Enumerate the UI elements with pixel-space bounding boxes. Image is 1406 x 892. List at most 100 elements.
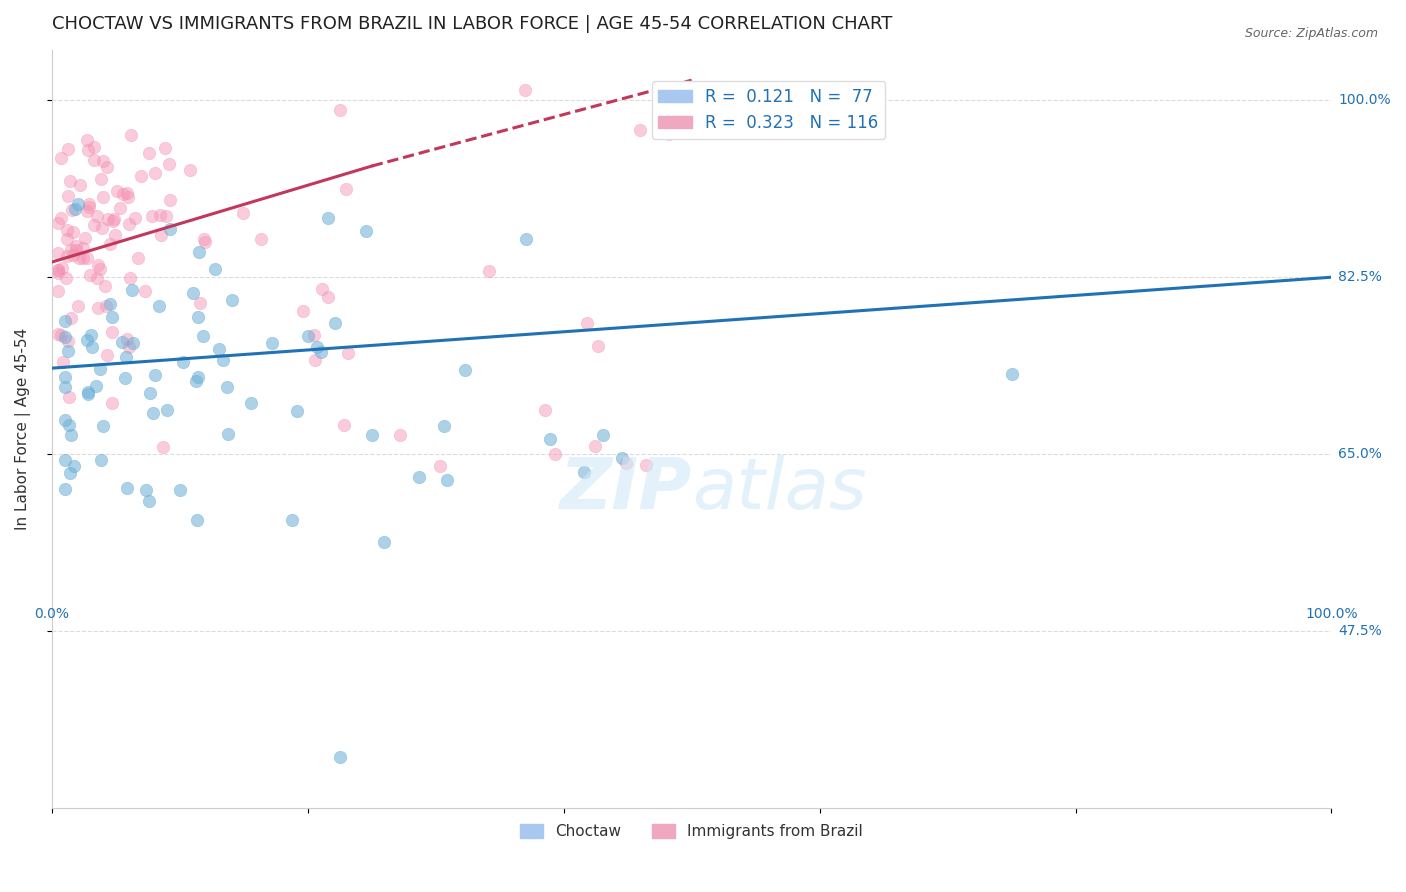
Point [544,447,567,461]
Point [115,332,138,346]
Point [156,402,179,417]
Point [72,252,94,266]
Point [46,285,69,299]
Point [118,271,141,285]
Point [62,225,84,239]
Text: ZIP: ZIP [560,455,692,524]
Point [586,339,609,353]
Point [433,418,456,433]
Point [76,333,98,347]
Point [101,214,124,228]
Point [56,343,79,358]
Point [118,340,141,354]
Point [101,325,124,339]
Point [155,141,177,155]
Point [533,402,555,417]
Point [100,396,122,410]
Point [60,202,83,217]
Point [76,387,98,401]
Point [53,482,76,496]
Point [297,328,319,343]
Point [63,202,86,216]
Point [114,350,136,364]
Point [323,316,346,330]
Point [104,227,127,242]
Point [82,340,104,354]
Point [187,369,209,384]
Point [53,330,76,344]
Point [79,268,101,282]
Point [217,427,239,442]
Point [309,345,332,359]
Point [112,187,135,202]
Point [311,282,333,296]
Y-axis label: In Labor Force | Age 45-54: In Labor Force | Age 45-54 [15,327,31,530]
Point [90,452,112,467]
Point [97,211,120,226]
Point [188,296,211,310]
Point [52,354,75,368]
Point [187,310,209,324]
Point [121,283,143,297]
Point [72,242,94,256]
Point [91,220,114,235]
Point [108,201,131,215]
Point [69,178,91,192]
Point [157,157,180,171]
Point [250,231,273,245]
Point [58,417,80,432]
Point [572,466,595,480]
Point [614,457,637,471]
Point [46,246,69,260]
Point [91,419,114,434]
Point [138,145,160,160]
Point [583,439,606,453]
Point [53,369,76,384]
Point [361,427,384,442]
Point [149,227,172,242]
Point [141,209,163,223]
Point [66,197,89,211]
Point [208,342,231,356]
Point [515,232,537,246]
Text: 65.0%: 65.0% [1339,447,1382,461]
Point [138,494,160,508]
Point [56,142,79,156]
Point [56,249,79,263]
Point [117,481,139,495]
Point [80,327,103,342]
Point [103,212,125,227]
Point [575,316,598,330]
Point [56,189,79,203]
Point [117,190,139,204]
Point [329,103,352,118]
Point [46,327,69,342]
Point [636,458,658,472]
Point [316,290,339,304]
Point [159,222,181,236]
Point [304,352,326,367]
Point [51,260,73,275]
Point [56,231,79,245]
Point [66,299,89,313]
Point [90,171,112,186]
Point [262,336,284,351]
Point [333,417,356,432]
Text: 100.0%: 100.0% [1339,94,1391,107]
Point [159,194,181,208]
Point [149,208,172,222]
Point [65,238,87,252]
Point [77,200,100,214]
Point [212,353,235,368]
Point [56,334,79,349]
Point [49,328,72,343]
Point [281,513,304,527]
Point [124,211,146,225]
Point [114,370,136,384]
Point [75,231,97,245]
Point [143,368,166,382]
Point [436,473,458,487]
Point [59,466,82,480]
Point [86,209,108,223]
Point [302,327,325,342]
